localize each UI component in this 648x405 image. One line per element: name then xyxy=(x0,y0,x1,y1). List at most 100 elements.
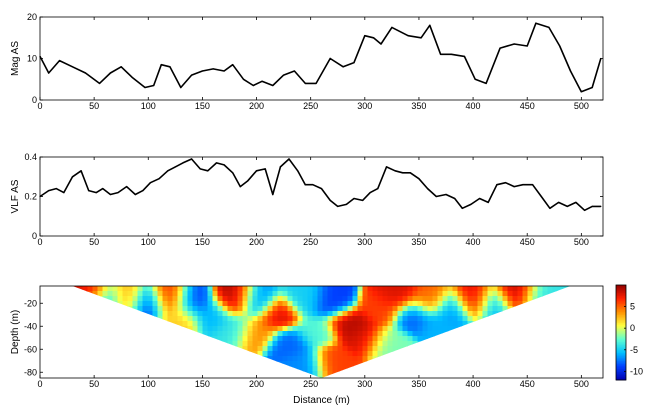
section-cell xyxy=(232,326,239,332)
section-cell xyxy=(557,366,564,372)
section-cell xyxy=(122,321,129,327)
section-cell xyxy=(557,371,564,377)
colorbar-segment xyxy=(616,353,626,356)
section-cell xyxy=(97,341,104,347)
section-cell xyxy=(212,321,219,327)
section-cell xyxy=(567,371,571,377)
section-cell xyxy=(267,366,274,372)
section-cell xyxy=(112,326,119,332)
section-cell xyxy=(507,336,514,342)
section-cell xyxy=(82,296,89,302)
section-cell xyxy=(102,361,109,367)
section-cell xyxy=(142,336,149,342)
section-cell xyxy=(517,306,524,312)
section-cell xyxy=(157,346,164,352)
section-cell xyxy=(377,306,384,312)
section-cell xyxy=(102,351,109,357)
colorbar-segment xyxy=(616,300,626,303)
section-cell xyxy=(497,366,504,372)
section-cell xyxy=(92,301,99,307)
section-cell xyxy=(357,311,364,317)
section-cell xyxy=(407,286,414,292)
section-cell xyxy=(427,316,434,322)
section-cell xyxy=(562,341,569,347)
section-cell xyxy=(557,351,564,357)
section-cell xyxy=(257,356,264,362)
section-cell xyxy=(157,326,164,332)
section-cell xyxy=(347,316,354,322)
section-cell xyxy=(427,296,434,302)
section-cell xyxy=(297,351,304,357)
section-cell xyxy=(537,371,544,377)
section-cell xyxy=(347,346,354,352)
section-cell xyxy=(547,291,554,297)
section-cell xyxy=(487,301,494,307)
section-cell xyxy=(472,326,479,332)
section-cell xyxy=(187,286,194,292)
colorbar-segment xyxy=(616,311,626,314)
section-cell xyxy=(402,351,409,357)
section-cell xyxy=(367,351,374,357)
section-cell xyxy=(432,366,439,372)
colorbar-segment xyxy=(616,315,626,318)
section-cell xyxy=(257,361,264,367)
section-cell xyxy=(562,356,569,362)
section-cell xyxy=(427,331,434,337)
section-cell xyxy=(517,366,524,372)
section-cell xyxy=(147,346,154,352)
section-cell xyxy=(217,316,224,322)
section-cell xyxy=(302,301,309,307)
section-cell xyxy=(92,351,99,357)
data-point xyxy=(272,84,274,87)
colorbar-tick-label: 0 xyxy=(630,323,635,333)
section-cell xyxy=(367,331,374,337)
section-cell xyxy=(507,326,514,332)
section-cell xyxy=(217,356,224,362)
section-cell xyxy=(517,331,524,337)
section-cell xyxy=(122,286,129,292)
section-cell xyxy=(202,321,209,327)
data-point xyxy=(167,170,169,172)
section-cell xyxy=(222,286,229,292)
section-cell xyxy=(137,301,144,307)
x-tick-label: 50 xyxy=(89,101,99,111)
section-cell xyxy=(277,356,284,362)
section-cell xyxy=(552,331,559,337)
section-cell xyxy=(462,371,469,377)
section-cell xyxy=(487,311,494,317)
section-cell xyxy=(267,351,274,357)
section-cell xyxy=(107,371,114,377)
section-cell xyxy=(212,346,219,352)
section-cell xyxy=(497,291,504,297)
colorbar-segment xyxy=(616,346,626,349)
section-cell xyxy=(457,296,464,302)
section-cell xyxy=(357,291,364,297)
section-cell xyxy=(552,356,559,362)
section-cell xyxy=(432,356,439,362)
section-cell xyxy=(432,286,439,292)
section-cell xyxy=(192,311,199,317)
section-cell xyxy=(152,351,159,357)
section-cell xyxy=(497,336,504,342)
section-cell xyxy=(432,296,439,302)
section-cell xyxy=(372,376,379,378)
section-cell xyxy=(462,296,469,302)
section-cell xyxy=(157,366,164,372)
data-point xyxy=(364,35,366,37)
colorbar-segment xyxy=(616,337,626,340)
section-cell xyxy=(297,331,304,337)
section-cell xyxy=(327,296,334,302)
section-cell xyxy=(122,316,129,322)
section-cell xyxy=(152,286,159,292)
section-cell xyxy=(107,336,114,342)
section-cell xyxy=(222,346,229,352)
section-cell xyxy=(287,296,294,302)
section-cell xyxy=(317,346,324,352)
section-cell xyxy=(567,326,571,332)
section-cell xyxy=(542,286,549,292)
section-cell xyxy=(112,286,119,292)
section-cell xyxy=(532,286,539,292)
section-cell xyxy=(432,301,439,307)
section-cell xyxy=(282,361,289,367)
section-cell xyxy=(527,326,534,332)
